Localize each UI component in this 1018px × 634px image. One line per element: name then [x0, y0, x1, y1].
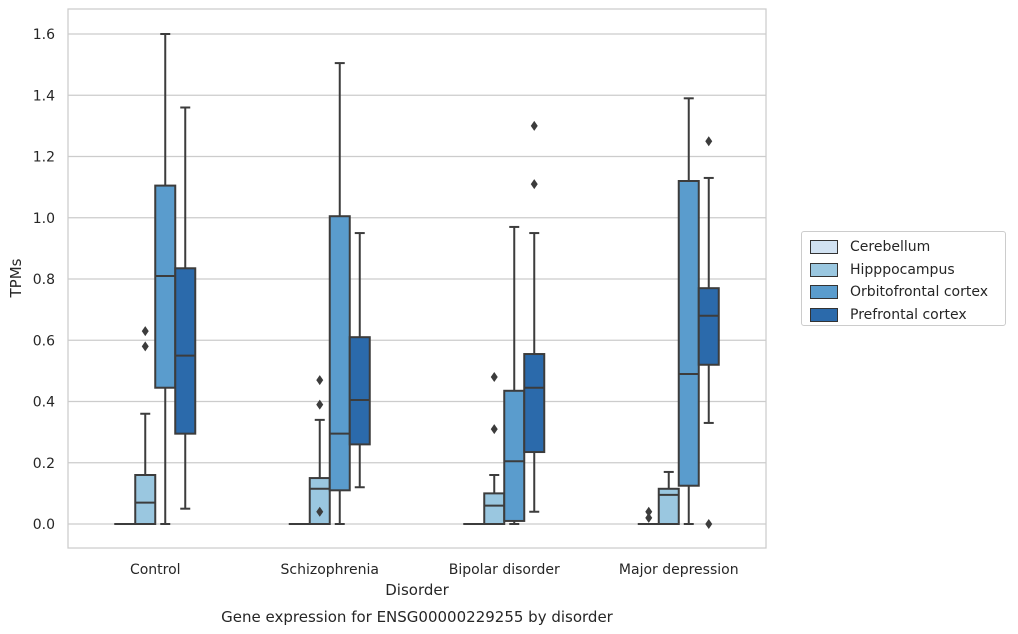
y-tick-label: 0.4: [33, 395, 55, 411]
y-tick-label: 0.2: [33, 456, 55, 472]
legend-swatch-prefrontal-cortex: [810, 307, 838, 322]
outlier-point: [645, 512, 653, 523]
box: [328, 215, 351, 492]
y-tick-label: 0.6: [33, 333, 55, 349]
outlier-point: [141, 326, 149, 337]
outlier-point: [141, 341, 149, 352]
box-group: [697, 136, 720, 529]
box-group: [348, 232, 371, 489]
legend-swatch-hippocampus: [810, 262, 838, 277]
outlier-point: [316, 399, 324, 410]
box: [134, 474, 157, 525]
box: [697, 287, 720, 366]
outlier-point: [705, 519, 713, 529]
x-tick-labels: Control Schizophrenia Bipolar disorder Majo…: [130, 562, 739, 578]
y-tick-label: 1.2: [33, 150, 55, 166]
outlier-point: [490, 424, 498, 435]
y-tick-label: 0.0: [33, 517, 55, 533]
box: [503, 389, 526, 522]
box: [523, 353, 546, 454]
box: [657, 487, 680, 525]
legend-item-orbitofrontal-cortex: Orbitofrontal cortex: [810, 281, 1005, 304]
outlier-point: [645, 506, 653, 517]
box-group: [174, 106, 197, 510]
legend-swatch-orbitofrontal-cortex: [810, 285, 838, 300]
box: [677, 180, 700, 487]
legend-label: Cerebellum: [850, 239, 931, 256]
legend-label: Hipppocampus: [850, 261, 955, 278]
x-tick-label: Major depression: [619, 562, 739, 578]
box-group: [637, 506, 660, 526]
legend-swatch-cerebellum: [810, 240, 838, 255]
outlier-point: [316, 375, 324, 386]
x-axis-title: Disorder: [385, 581, 449, 599]
y-tick-labels: 0.0 0.2 0.4 0.6 0.8 1.0 1.2 1.4 1.6: [33, 27, 55, 533]
legend-item-cerebellum: Cerebellum: [810, 236, 1005, 259]
box: [483, 492, 506, 525]
box-group: [134, 326, 157, 525]
legend: Cerebellum Hipppocampus Orbitofrontal co…: [801, 231, 1006, 326]
legend-item-hippocampus: Hipppocampus: [810, 259, 1005, 282]
outlier-point: [490, 372, 498, 382]
box-group: [523, 120, 546, 513]
outlier-point: [705, 136, 713, 147]
box-group: [154, 33, 177, 525]
box-group: [503, 225, 526, 525]
box: [154, 184, 177, 389]
legend-item-prefrontal-cortex: Prefrontal cortex: [810, 304, 1005, 327]
x-tick-label: Bipolar disorder: [449, 562, 560, 578]
x-tick-label: Control: [130, 562, 181, 578]
outlier-point: [530, 120, 538, 131]
box-group: [308, 375, 331, 525]
y-axis-title: TPMs: [7, 258, 25, 298]
box-group: [657, 470, 680, 525]
y-tick-label: 0.8: [33, 272, 55, 288]
outlier-point: [316, 506, 324, 517]
legend-label: Prefrontal cortex: [850, 306, 967, 323]
box: [174, 267, 197, 435]
legend-label: Orbitofrontal cortex: [850, 284, 988, 301]
box: [308, 477, 331, 525]
x-tick-label: Schizophrenia: [281, 562, 379, 578]
box: [348, 336, 371, 446]
y-tick-label: 1.4: [33, 88, 55, 104]
y-tick-label: 1.6: [33, 27, 55, 43]
y-tick-label: 1.0: [33, 211, 55, 227]
boxes: [114, 33, 720, 529]
box-group: [483, 372, 506, 525]
outlier-point: [530, 179, 538, 190]
chart-title: Gene expression for ENSG00000229255 by d…: [221, 608, 614, 626]
